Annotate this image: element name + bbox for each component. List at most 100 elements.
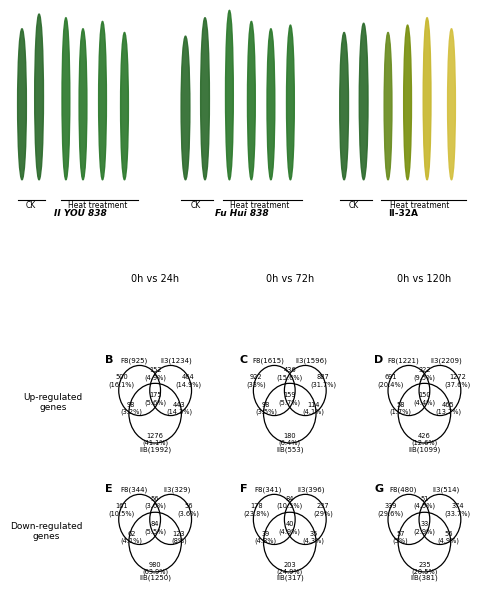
Text: Fu Hui 838: Fu Hui 838 — [215, 209, 268, 218]
Text: II3(329): II3(329) — [163, 486, 190, 493]
Text: 159
(5.7%): 159 (5.7%) — [279, 392, 301, 406]
Text: E: E — [105, 484, 112, 494]
Text: 235
(20.5%): 235 (20.5%) — [411, 562, 438, 575]
Text: Heat treatment: Heat treatment — [390, 201, 450, 210]
Text: 1272
(37.6%): 1272 (37.6%) — [445, 374, 471, 388]
Text: 35
(4.3%): 35 (4.3%) — [303, 530, 325, 544]
Text: 464
(14.9%): 464 (14.9%) — [176, 374, 202, 388]
Ellipse shape — [267, 29, 275, 180]
Text: 39
(4.8%): 39 (4.8%) — [255, 530, 277, 544]
Text: 922
(33%): 922 (33%) — [246, 374, 266, 388]
Ellipse shape — [35, 14, 43, 180]
Ellipse shape — [201, 18, 210, 180]
Text: 150
(4.4%): 150 (4.4%) — [413, 392, 435, 406]
Text: Heat treatment: Heat treatment — [230, 201, 289, 210]
Text: F8(925): F8(925) — [120, 357, 147, 364]
Text: 426
(12.6%): 426 (12.6%) — [411, 433, 438, 446]
Text: 152
(4.9%): 152 (4.9%) — [144, 367, 166, 380]
Text: IIB(317): IIB(317) — [276, 575, 304, 581]
Text: A: A — [5, 8, 13, 19]
Text: 161
(10.5%): 161 (10.5%) — [108, 503, 135, 517]
Text: IIB(1099): IIB(1099) — [408, 446, 441, 452]
Ellipse shape — [423, 18, 431, 180]
Text: 887
(31.7%): 887 (31.7%) — [310, 374, 336, 388]
Text: Heat treatment: Heat treatment — [68, 201, 127, 210]
Text: II3(514): II3(514) — [432, 486, 459, 493]
Text: IIB(381): IIB(381) — [411, 575, 438, 581]
Text: CK: CK — [26, 201, 36, 210]
Text: 114
(4.1%): 114 (4.1%) — [303, 401, 325, 415]
Ellipse shape — [225, 10, 233, 180]
Text: 1276
(41.1%): 1276 (41.1%) — [142, 433, 168, 446]
Ellipse shape — [384, 32, 392, 180]
Text: II3(1234): II3(1234) — [161, 357, 192, 364]
Text: 374
(33.7%): 374 (33.7%) — [445, 503, 471, 517]
Ellipse shape — [286, 25, 294, 180]
Text: 56
(3.6%): 56 (3.6%) — [144, 496, 166, 509]
Text: Down-regulated
genes: Down-regulated genes — [10, 521, 82, 541]
Text: 980
(63.9%): 980 (63.9%) — [142, 562, 168, 575]
Text: 5cm: 5cm — [13, 17, 18, 31]
Text: 500
(16.1%): 500 (16.1%) — [108, 374, 135, 388]
Text: 0h vs 72h: 0h vs 72h — [266, 274, 314, 284]
Text: 443
(14.3%): 443 (14.3%) — [166, 401, 192, 415]
Text: 0h vs 120h: 0h vs 120h — [397, 274, 452, 284]
Ellipse shape — [340, 32, 349, 180]
Text: IIB(1250): IIB(1250) — [139, 575, 171, 581]
Text: 84
(10.5%): 84 (10.5%) — [277, 496, 303, 509]
Text: 436
(15.6%): 436 (15.6%) — [277, 367, 303, 380]
Text: 0h vs 24h: 0h vs 24h — [131, 274, 179, 284]
Text: 691
(20.4%): 691 (20.4%) — [378, 374, 404, 388]
Text: 180
(6.4%): 180 (6.4%) — [279, 433, 301, 446]
Ellipse shape — [404, 25, 412, 180]
Text: 56
(3.6%): 56 (3.6%) — [177, 503, 200, 517]
Text: II3(1596): II3(1596) — [295, 357, 327, 364]
Text: F8(480): F8(480) — [389, 486, 417, 493]
Ellipse shape — [18, 29, 27, 180]
Text: 237
(29%): 237 (29%) — [313, 503, 333, 517]
Text: 175
(5.6%): 175 (5.6%) — [144, 392, 166, 406]
Text: II3(396): II3(396) — [297, 486, 325, 493]
Text: F8(1615): F8(1615) — [252, 357, 284, 364]
Text: 123
(8%): 123 (8%) — [171, 530, 187, 544]
Text: B: B — [105, 355, 113, 365]
Text: CK: CK — [349, 201, 359, 210]
Text: 58
(1.7%): 58 (1.7%) — [389, 401, 412, 415]
Text: CK: CK — [191, 201, 201, 210]
Text: 56
(4.9%): 56 (4.9%) — [437, 530, 459, 544]
Text: 203
(24.9%): 203 (24.9%) — [277, 562, 303, 575]
Ellipse shape — [99, 22, 106, 180]
Ellipse shape — [448, 29, 456, 180]
Text: D: D — [374, 355, 384, 365]
Text: 51
(4.5%): 51 (4.5%) — [413, 496, 435, 509]
Text: 322
(9.5%): 322 (9.5%) — [414, 367, 435, 380]
Text: F8(341): F8(341) — [254, 486, 282, 493]
Text: 339
(29.6%): 339 (29.6%) — [378, 503, 404, 517]
Text: 33
(2.9%): 33 (2.9%) — [414, 521, 435, 535]
Text: 98
(3.2%): 98 (3.2%) — [120, 401, 142, 415]
Text: II3(2209): II3(2209) — [430, 357, 462, 364]
Text: 62
(4.1%): 62 (4.1%) — [120, 530, 142, 544]
Text: II-32A: II-32A — [387, 209, 418, 218]
Text: G: G — [374, 484, 384, 494]
Text: 84
(5.5%): 84 (5.5%) — [144, 521, 166, 535]
Ellipse shape — [359, 23, 368, 180]
Text: Up-regulated
genes: Up-regulated genes — [23, 393, 82, 412]
Text: 40
(4.9%): 40 (4.9%) — [279, 521, 301, 535]
Ellipse shape — [79, 29, 87, 180]
Text: II YOU 838: II YOU 838 — [54, 209, 107, 218]
Ellipse shape — [247, 22, 255, 180]
Text: F: F — [240, 484, 247, 494]
Text: C: C — [240, 355, 248, 365]
Text: 57
(5%): 57 (5%) — [392, 530, 408, 544]
Text: IIB(553): IIB(553) — [276, 446, 304, 452]
Text: 98
(3.5%): 98 (3.5%) — [255, 401, 277, 415]
Text: F8(344): F8(344) — [120, 486, 147, 493]
Text: 178
(23.8%): 178 (23.8%) — [243, 503, 270, 517]
Ellipse shape — [121, 32, 128, 180]
Ellipse shape — [181, 36, 190, 180]
Text: IIB(1992): IIB(1992) — [139, 446, 171, 452]
Ellipse shape — [62, 18, 70, 180]
Text: F8(1221): F8(1221) — [387, 357, 419, 364]
Text: 465
(13.7%): 465 (13.7%) — [435, 401, 461, 415]
